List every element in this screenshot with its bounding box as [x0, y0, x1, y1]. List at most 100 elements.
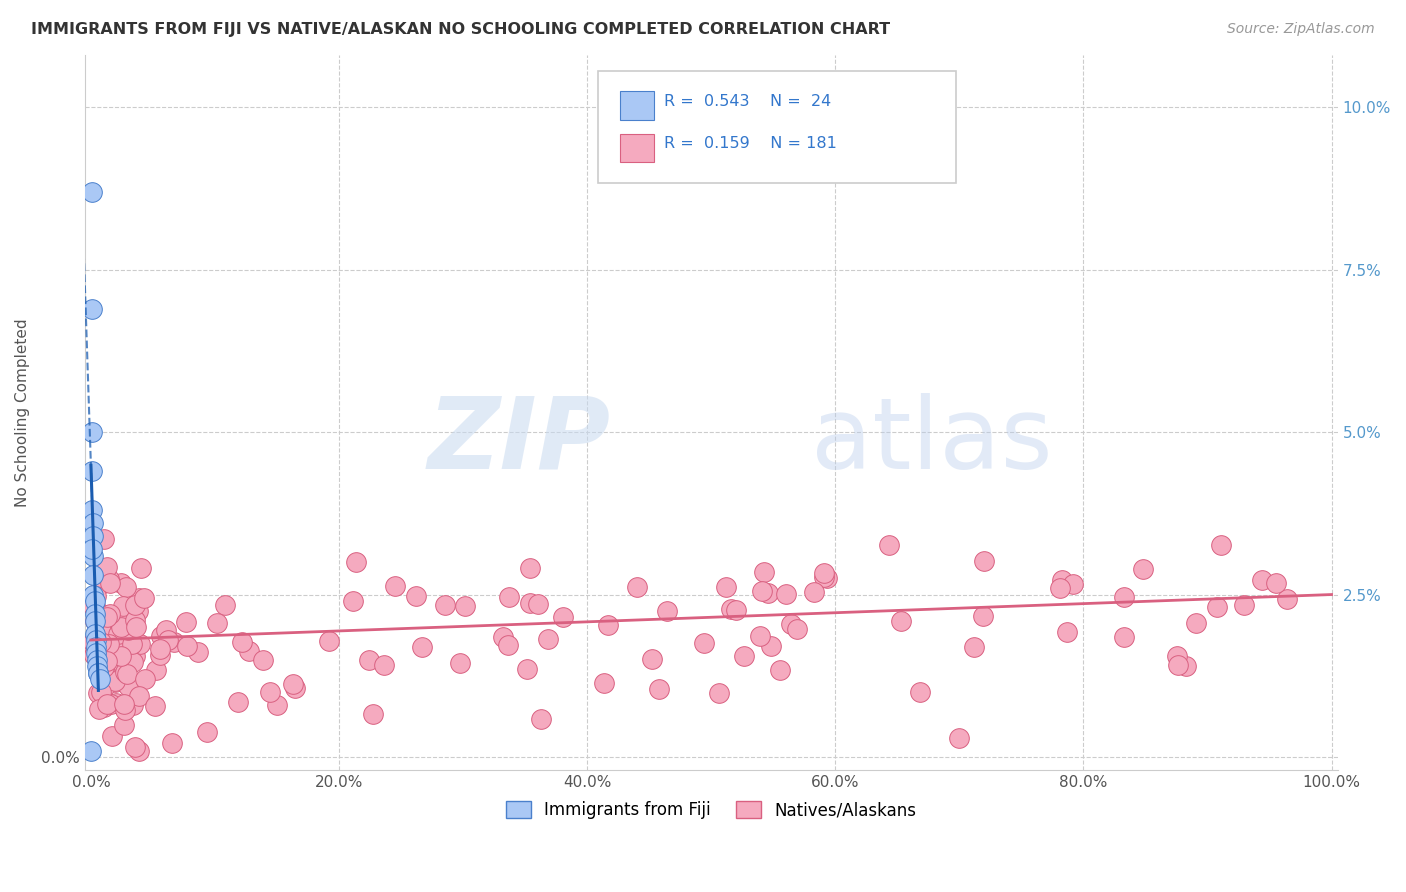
Point — [361, 706, 384, 721]
Point — [104, 674, 127, 689]
Point — [128, 637, 150, 651]
Point — [344, 555, 367, 569]
Point — [890, 614, 912, 628]
Point — [1184, 615, 1206, 630]
Point — [83, 614, 105, 628]
Point — [84, 646, 107, 660]
Point — [195, 724, 218, 739]
Point — [82, 588, 104, 602]
Point — [104, 675, 127, 690]
Point — [205, 615, 228, 630]
Point — [519, 560, 541, 574]
Point — [160, 736, 183, 750]
Point — [803, 585, 825, 599]
Point — [94, 679, 117, 693]
Point — [1062, 577, 1084, 591]
Point — [1056, 624, 1078, 639]
Point — [143, 699, 166, 714]
Point — [596, 618, 619, 632]
Text: R =  0.543    N =  24: R = 0.543 N = 24 — [664, 94, 831, 109]
Point — [117, 679, 139, 693]
Point — [124, 739, 146, 754]
Point — [492, 630, 515, 644]
Point — [751, 584, 773, 599]
Point — [83, 648, 105, 662]
Y-axis label: No Schooling Completed: No Schooling Completed — [15, 318, 30, 507]
Point — [384, 579, 406, 593]
Point — [82, 549, 104, 563]
Point — [82, 529, 104, 543]
Point — [252, 652, 274, 666]
Point — [648, 682, 671, 697]
Point — [110, 610, 132, 624]
Point — [93, 699, 115, 714]
Point — [82, 635, 104, 649]
Point — [105, 697, 128, 711]
Point — [593, 675, 616, 690]
Point — [527, 597, 550, 611]
Point — [1233, 598, 1256, 612]
Point — [626, 580, 648, 594]
Point — [86, 659, 108, 673]
Point — [724, 602, 747, 616]
Point — [127, 604, 149, 618]
Point — [155, 623, 177, 637]
Point — [96, 654, 118, 668]
Point — [114, 703, 136, 717]
Point — [84, 589, 107, 603]
Point — [148, 641, 170, 656]
Point — [98, 576, 121, 591]
Point — [405, 589, 427, 603]
Point — [115, 640, 138, 654]
Point — [82, 542, 104, 557]
Point — [1205, 599, 1227, 614]
Point — [124, 613, 146, 627]
Point — [231, 634, 253, 648]
Point — [124, 648, 146, 663]
Point — [94, 608, 117, 623]
Point — [93, 533, 115, 547]
Point — [496, 638, 519, 652]
Point — [105, 653, 128, 667]
Point — [551, 610, 574, 624]
Point — [112, 697, 135, 711]
Point — [121, 698, 143, 712]
Point — [1166, 648, 1188, 663]
Point — [82, 503, 104, 517]
Point — [813, 570, 835, 584]
Legend: Immigrants from Fiji, Natives/Alaskans: Immigrants from Fiji, Natives/Alaskans — [499, 795, 924, 826]
Point — [98, 607, 121, 622]
Point — [214, 598, 236, 612]
Point — [96, 697, 118, 711]
Point — [87, 665, 110, 680]
Point — [174, 615, 197, 630]
Point — [84, 633, 107, 648]
Point — [86, 652, 108, 666]
Point — [1174, 659, 1197, 673]
Point — [910, 685, 932, 699]
Point — [87, 686, 110, 700]
Point — [128, 591, 150, 605]
Point — [117, 666, 139, 681]
Point — [125, 620, 148, 634]
Point — [110, 576, 132, 591]
Point — [454, 599, 477, 613]
Point — [284, 681, 307, 695]
Point — [411, 640, 433, 655]
Point — [94, 655, 117, 669]
Point — [226, 695, 249, 709]
Point — [122, 620, 145, 634]
Point — [1166, 658, 1188, 673]
Point — [134, 591, 156, 606]
Point — [157, 632, 180, 647]
Point — [86, 632, 108, 647]
Point — [90, 635, 112, 649]
Point — [641, 652, 664, 666]
Point — [129, 561, 152, 575]
Point — [238, 644, 260, 658]
Point — [342, 594, 364, 608]
Point — [90, 577, 112, 591]
Point — [97, 657, 120, 672]
Point — [111, 599, 134, 614]
Point — [128, 690, 150, 704]
